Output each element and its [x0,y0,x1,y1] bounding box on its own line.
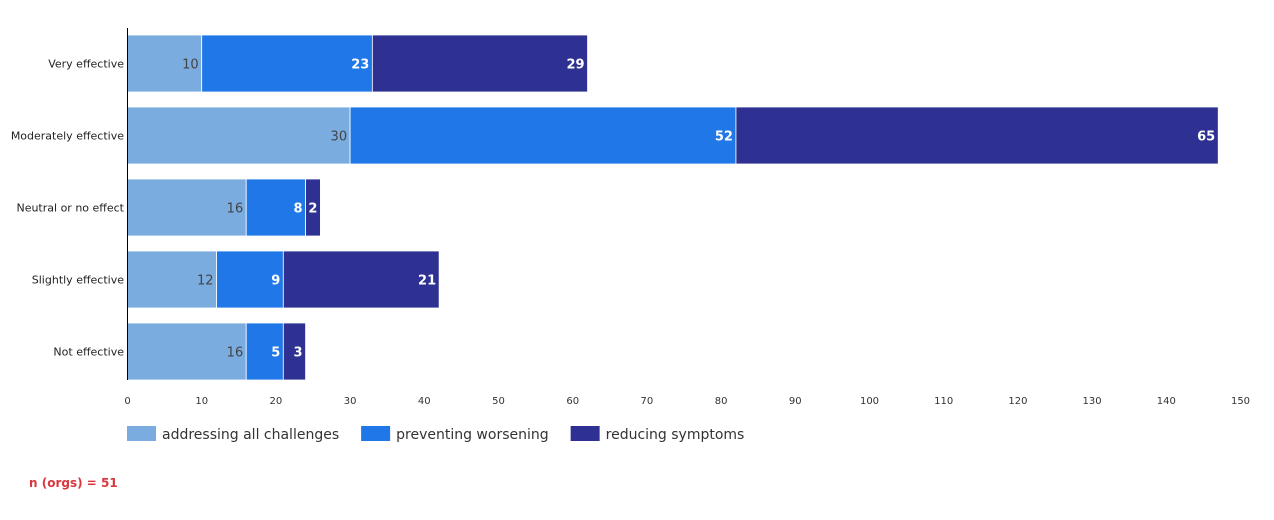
x-tick-label: 50 [492,396,505,407]
bar-value-label: 5 [271,346,280,361]
bar-segment [127,250,217,309]
sample-size-note: n (orgs) = 51 [29,476,118,490]
bar-value-label: 23 [351,58,369,73]
bar-segment [127,178,247,237]
bar-value-label: 12 [197,274,214,289]
x-tick-label: 60 [566,396,579,407]
x-tick-label: 110 [934,396,953,407]
bar-value-label: 65 [1197,130,1215,145]
bar-segment [127,322,247,381]
x-tick-label: 10 [195,396,208,407]
bar-value-label: 29 [566,58,584,73]
x-tick-label: 40 [418,396,431,407]
bars-layer [127,34,1219,381]
bar-value-label: 30 [331,130,348,145]
bar-value-label: 9 [271,274,280,289]
x-tick-label: 0 [124,396,130,407]
bar-value-label: 52 [715,130,733,145]
x-tick-label: 80 [715,396,728,407]
x-axis-ticks: 0 10 20 30 40 50 60 70 80 90 100 110 120 130 140 150 [124,396,1250,407]
legend-swatch [570,426,600,441]
x-tick-label: 30 [344,396,357,407]
bar-value-label: 16 [227,202,244,217]
legend-label: addressing all challenges [162,427,339,443]
bar-value-labels: 10 23 29 30 52 65 16 8 2 12 9 21 16 5 3 [182,58,1215,361]
bar-segment [305,178,321,237]
category-label: Very effective [48,58,124,71]
x-tick-label: 90 [789,396,802,407]
x-tick-label: 150 [1231,396,1250,407]
category-label: Slightly effective [32,274,124,287]
bar-segment [127,34,203,93]
category-label: Not effective [53,346,124,359]
bar-segment [245,178,306,237]
bar-segment [216,250,284,309]
bar-segment [282,250,440,309]
legend-label: preventing worsening [396,427,549,443]
bar-value-label: 3 [294,346,303,361]
bar-value-label: 8 [294,202,303,217]
x-tick-label: 70 [641,396,654,407]
legend-swatch [361,426,391,441]
bar-segment [201,34,373,93]
stacked-bar-chart: 10 23 29 30 52 65 16 8 2 12 9 21 16 5 3 Very effective… [11,28,1250,443]
bar-segment [282,322,306,381]
x-tick-label: 20 [270,396,283,407]
bar-value-label: 2 [308,202,317,217]
x-tick-label: 100 [860,396,879,407]
bar-segment [349,106,737,165]
x-tick-label: 130 [1083,396,1102,407]
bar-value-label: 16 [227,346,244,361]
x-tick-label: 120 [1008,396,1027,407]
legend: addressing all challenges preventing wors… [127,426,744,443]
bar-segment [127,106,351,165]
category-labels: Very effective Moderately effective Neutra… [11,58,125,359]
legend-label: reducing symptoms [606,427,745,443]
legend-swatch [127,426,156,441]
bar-value-label: 21 [418,274,436,289]
bar-segment [371,34,588,93]
x-tick-label: 140 [1157,396,1176,407]
bar-value-label: 10 [182,58,199,73]
category-label: Moderately effective [11,130,124,143]
bar-segment [735,106,1219,165]
category-label: Neutral or no effect [16,202,124,215]
